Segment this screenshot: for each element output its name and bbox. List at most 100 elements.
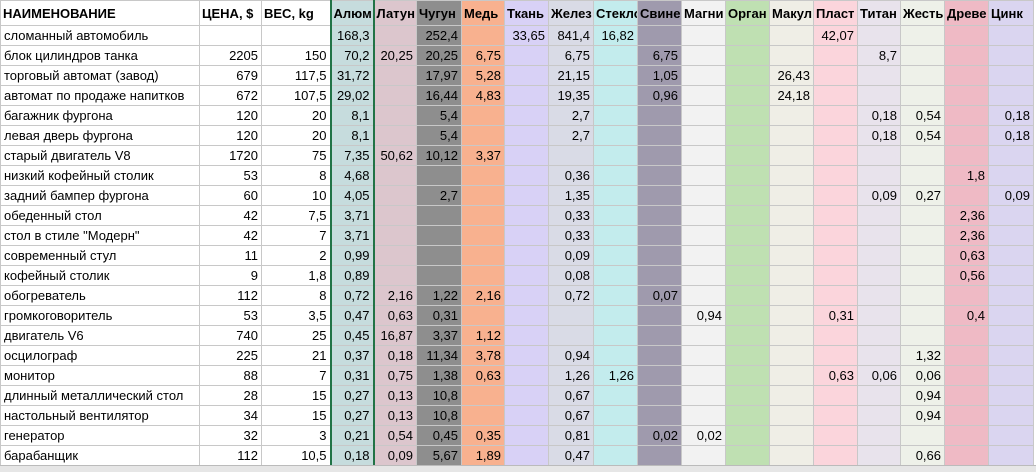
cell[interactable] xyxy=(725,425,770,446)
cell[interactable] xyxy=(548,145,594,166)
cell[interactable]: 120 xyxy=(199,105,262,126)
cell[interactable] xyxy=(725,285,770,306)
cell[interactable]: 8,7 xyxy=(857,45,901,66)
cell[interactable]: 0,18 xyxy=(988,125,1034,146)
cell[interactable] xyxy=(199,25,262,46)
cell[interactable]: 112 xyxy=(199,445,262,466)
cell[interactable] xyxy=(593,85,638,106)
cell[interactable]: 1,26 xyxy=(548,365,594,386)
cell[interactable] xyxy=(461,185,505,206)
cell[interactable] xyxy=(900,325,945,346)
cell[interactable]: 11 xyxy=(199,245,262,266)
cell[interactable]: 2,36 xyxy=(944,205,989,226)
cell[interactable] xyxy=(900,425,945,446)
cell[interactable] xyxy=(944,185,989,206)
cell[interactable] xyxy=(813,65,858,86)
cell[interactable] xyxy=(813,145,858,166)
cell[interactable] xyxy=(725,365,770,386)
cell[interactable]: торговый автомат (завод) xyxy=(0,65,200,86)
cell[interactable]: 16,44 xyxy=(416,85,462,106)
cell[interactable] xyxy=(681,65,726,86)
cell[interactable]: 2,7 xyxy=(548,105,594,126)
cell[interactable] xyxy=(769,385,814,406)
cell[interactable] xyxy=(944,445,989,466)
cell[interactable]: 9 xyxy=(199,265,262,286)
cell[interactable]: 0,33 xyxy=(548,205,594,226)
cell[interactable]: 60 xyxy=(199,185,262,206)
cell[interactable]: 50,62 xyxy=(373,145,417,166)
cell[interactable]: 88 xyxy=(199,365,262,386)
cell[interactable]: 0,09 xyxy=(988,185,1034,206)
cell[interactable]: обеденный стол xyxy=(0,205,200,226)
cell[interactable]: 6,75 xyxy=(637,45,682,66)
cell[interactable] xyxy=(944,105,989,126)
cell[interactable]: 26,43 xyxy=(769,65,814,86)
cell[interactable] xyxy=(593,125,638,146)
cell[interactable]: 0,06 xyxy=(900,365,945,386)
column-header[interactable]: Стекло xyxy=(593,0,638,26)
cell[interactable] xyxy=(681,125,726,146)
cell[interactable]: 42 xyxy=(199,205,262,226)
cell[interactable]: 841,4 xyxy=(548,25,594,46)
cell[interactable] xyxy=(769,305,814,326)
cell[interactable]: 31,72 xyxy=(329,65,375,86)
cell[interactable]: 0,54 xyxy=(373,425,417,446)
cell[interactable]: 1,35 xyxy=(548,185,594,206)
cell[interactable] xyxy=(813,325,858,346)
column-header[interactable]: ВЕС, kg xyxy=(261,0,331,26)
cell[interactable] xyxy=(593,145,638,166)
cell[interactable]: 0,94 xyxy=(681,305,726,326)
cell[interactable] xyxy=(900,265,945,286)
cell[interactable]: 0,09 xyxy=(548,245,594,266)
cell[interactable] xyxy=(637,185,682,206)
cell[interactable]: 1,05 xyxy=(637,65,682,86)
cell[interactable] xyxy=(504,205,549,226)
cell[interactable] xyxy=(461,165,505,186)
cell[interactable]: генератор xyxy=(0,425,200,446)
cell[interactable] xyxy=(461,105,505,126)
cell[interactable] xyxy=(857,245,901,266)
cell[interactable] xyxy=(373,85,417,106)
cell[interactable]: 0,63 xyxy=(373,305,417,326)
cell[interactable] xyxy=(900,165,945,186)
cell[interactable] xyxy=(988,145,1034,166)
cell[interactable] xyxy=(725,405,770,426)
cell[interactable] xyxy=(900,25,945,46)
column-header[interactable]: Латун xyxy=(373,0,417,26)
cell[interactable] xyxy=(725,185,770,206)
column-header[interactable]: Цинк xyxy=(988,0,1034,26)
cell[interactable] xyxy=(504,125,549,146)
cell[interactable]: двигатель V6 xyxy=(0,325,200,346)
cell[interactable] xyxy=(461,225,505,246)
cell[interactable] xyxy=(944,425,989,446)
cell[interactable]: 3,78 xyxy=(461,345,505,366)
cell[interactable] xyxy=(593,405,638,426)
cell[interactable]: 0,18 xyxy=(988,105,1034,126)
cell[interactable] xyxy=(681,365,726,386)
cell[interactable] xyxy=(373,65,417,86)
cell[interactable] xyxy=(681,185,726,206)
cell[interactable] xyxy=(504,365,549,386)
cell[interactable]: 4,68 xyxy=(329,165,375,186)
cell[interactable]: 21 xyxy=(261,345,331,366)
cell[interactable] xyxy=(593,185,638,206)
cell[interactable]: 0,27 xyxy=(329,385,375,406)
cell[interactable] xyxy=(504,345,549,366)
cell[interactable] xyxy=(857,285,901,306)
column-header[interactable]: Макул xyxy=(769,0,814,26)
cell[interactable]: 252,4 xyxy=(416,25,462,46)
cell[interactable]: 10,5 xyxy=(261,445,331,466)
cell[interactable]: 70,2 xyxy=(329,45,375,66)
cell[interactable]: 10,12 xyxy=(416,145,462,166)
cell[interactable]: 5,67 xyxy=(416,445,462,466)
cell[interactable] xyxy=(504,65,549,86)
cell[interactable] xyxy=(769,225,814,246)
cell[interactable] xyxy=(461,265,505,286)
cell[interactable] xyxy=(900,205,945,226)
cell[interactable]: 0,18 xyxy=(329,445,375,466)
cell[interactable] xyxy=(900,65,945,86)
cell[interactable] xyxy=(637,445,682,466)
cell[interactable]: современный стул xyxy=(0,245,200,266)
cell[interactable] xyxy=(681,25,726,46)
cell[interactable]: 42,07 xyxy=(813,25,858,46)
